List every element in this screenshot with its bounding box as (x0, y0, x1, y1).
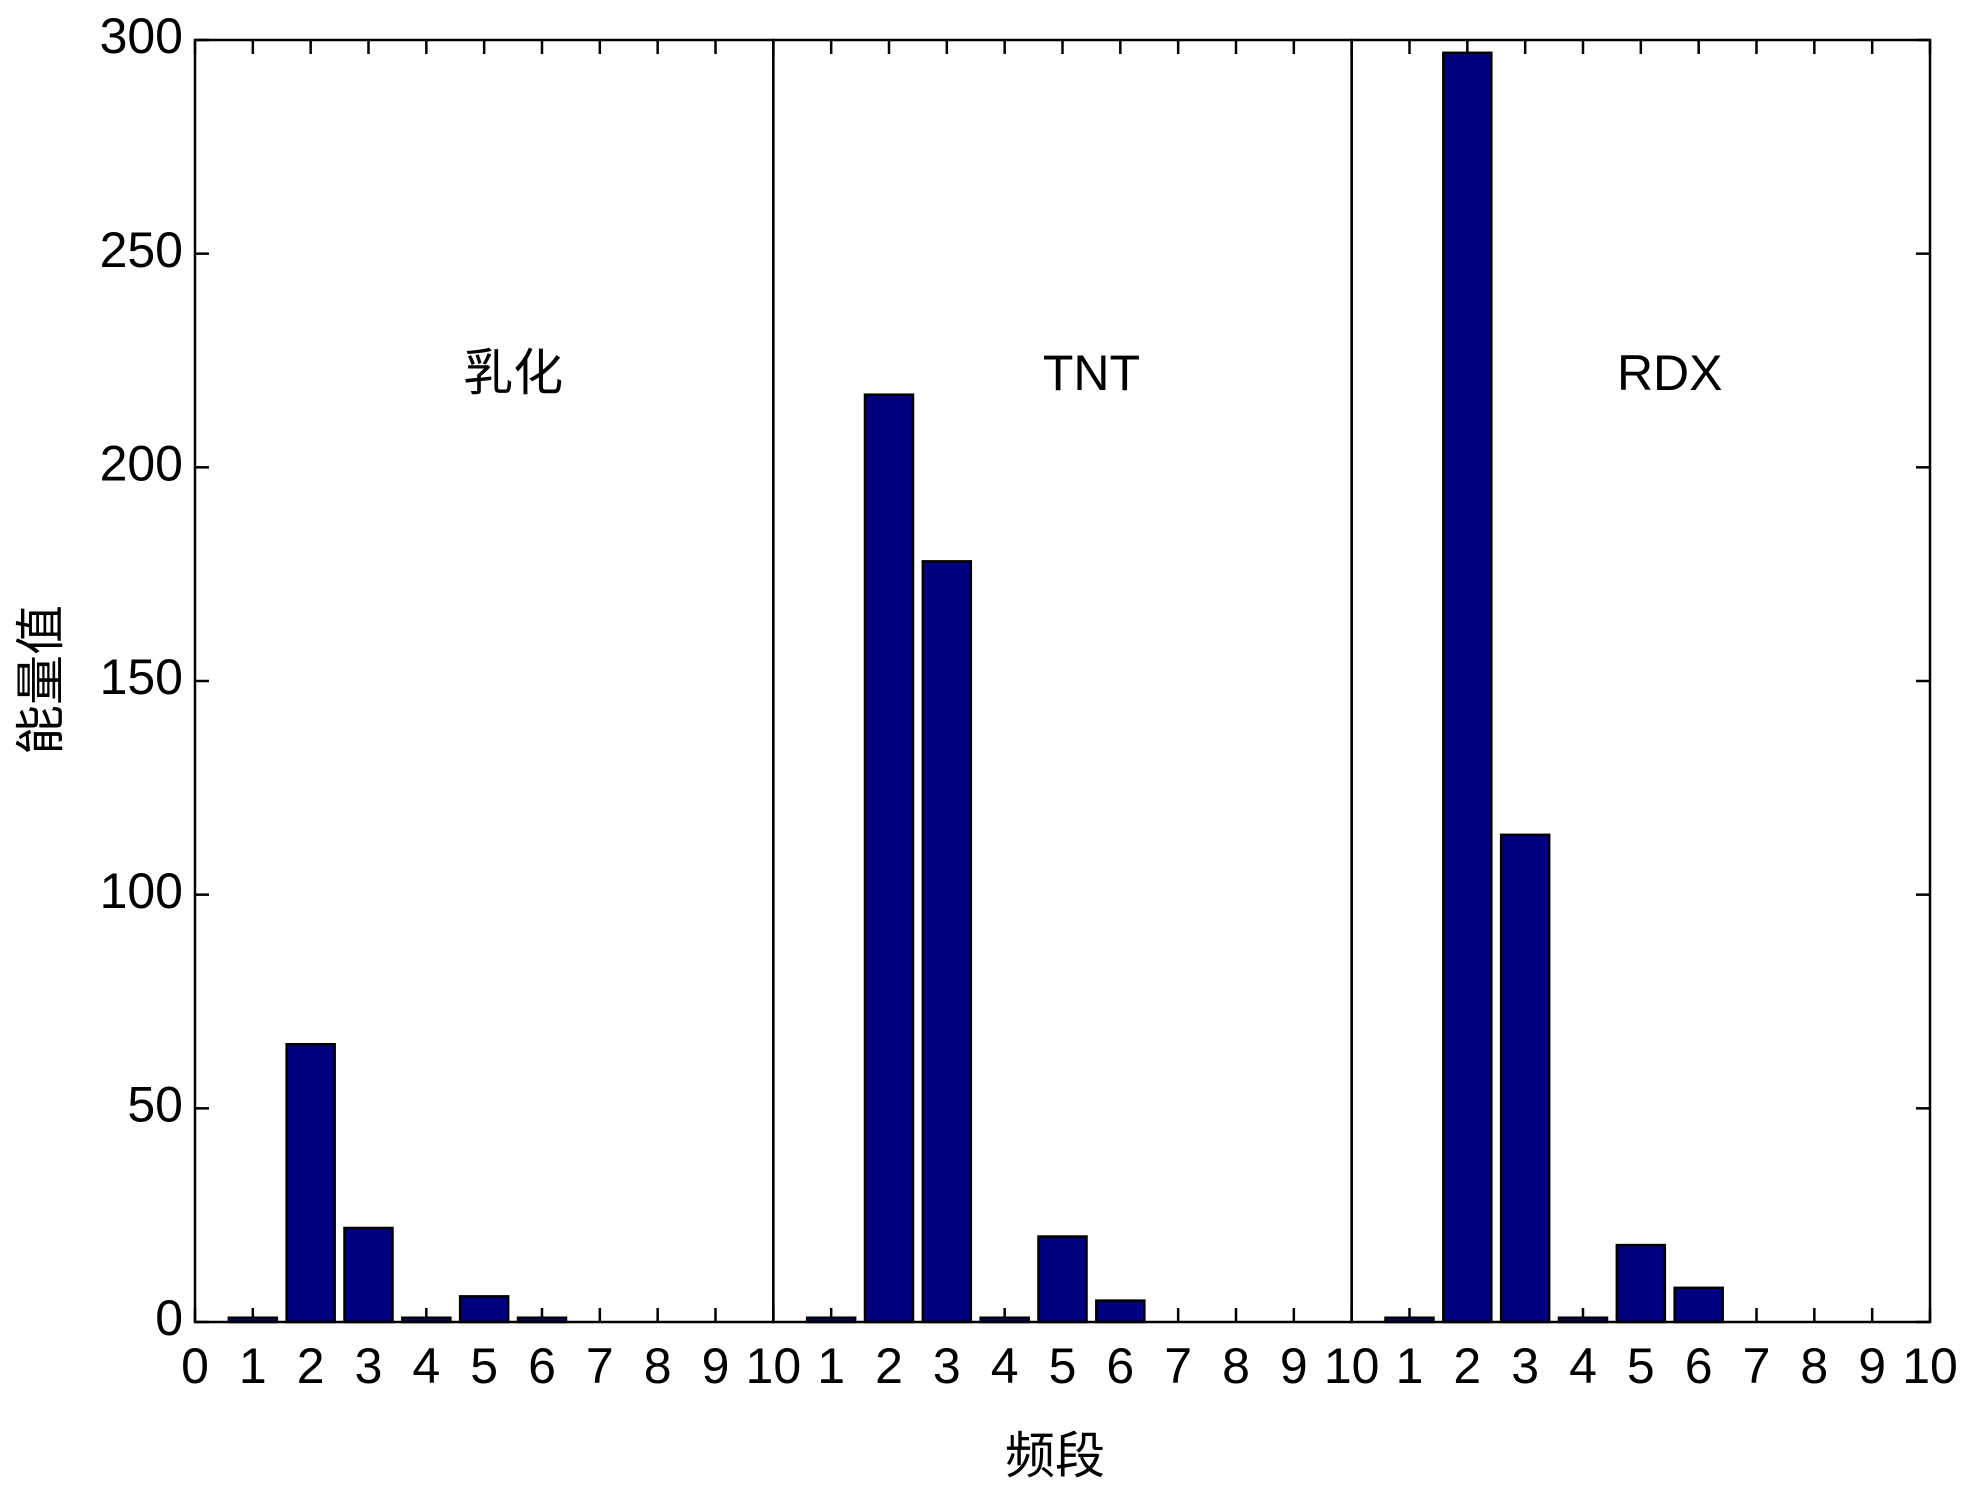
x-tick-label: 7 (1743, 1338, 1771, 1394)
x-tick-label: 9 (702, 1338, 730, 1394)
panel-frame (772, 38, 1353, 1324)
x-axis-label: 频段 (1005, 1428, 1105, 1484)
x-tick-label: 9 (1858, 1338, 1886, 1394)
x-tick-label: 8 (1222, 1338, 1250, 1394)
x-tick-label: 5 (1627, 1338, 1655, 1394)
bar (863, 393, 915, 1324)
x-tick-label: 0 (181, 1338, 209, 1394)
x-tick-label: 8 (1800, 1338, 1828, 1394)
y-tick-label: 50 (127, 1077, 183, 1133)
x-tick-label: 1 (1396, 1338, 1424, 1394)
y-tick-label: 100 (100, 863, 183, 919)
x-tick-label: 4 (1569, 1338, 1597, 1394)
x-tick-label: 8 (644, 1338, 672, 1394)
bar (1615, 1243, 1667, 1324)
bar (1037, 1235, 1088, 1324)
panel-label: RDX (1617, 345, 1723, 401)
panel-frame (193, 38, 775, 1324)
x-tick-label: 4 (991, 1338, 1019, 1394)
x-tick-label: 1 (817, 1338, 845, 1394)
x-tick-label: 2 (1453, 1338, 1481, 1394)
bar (1673, 1286, 1724, 1324)
x-tick-label: 2 (297, 1338, 325, 1394)
bar (1095, 1299, 1146, 1324)
bar (343, 1226, 394, 1324)
x-tick-label: 7 (586, 1338, 614, 1394)
x-tick-label: 9 (1280, 1338, 1308, 1394)
x-tick-label: 6 (528, 1338, 556, 1394)
x-tick-label: 3 (933, 1338, 961, 1394)
y-tick-label: 300 (100, 8, 183, 64)
y-tick-label: 150 (100, 649, 183, 705)
x-tick-label: 5 (1049, 1338, 1077, 1394)
bar (285, 1042, 336, 1324)
x-tick-label: 10 (1902, 1338, 1958, 1394)
bar (458, 1295, 510, 1324)
x-tick-label: 1 (239, 1338, 267, 1394)
x-tick-label: 10 (746, 1338, 802, 1394)
panel-frame (1350, 38, 1932, 1324)
y-tick-label: 0 (155, 1290, 183, 1346)
x-tick-label: 3 (1511, 1338, 1539, 1394)
x-tick-label: 7 (1164, 1338, 1192, 1394)
x-tick-label: 6 (1106, 1338, 1134, 1394)
x-tick-label: 10 (1324, 1338, 1380, 1394)
bar (921, 560, 973, 1324)
x-tick-label: 6 (1685, 1338, 1713, 1394)
x-tick-label: 2 (875, 1338, 903, 1394)
panel-label: TNT (1043, 345, 1140, 401)
bar (1499, 833, 1551, 1324)
x-tick-label: 5 (470, 1338, 498, 1394)
x-tick-label: 4 (412, 1338, 440, 1394)
x-tick-label: 3 (355, 1338, 383, 1394)
panel-label: 乳化 (463, 345, 563, 401)
y-tick-label: 200 (100, 436, 183, 492)
y-axis-label: 能量值 (13, 605, 69, 755)
bar (1442, 51, 1493, 1324)
y-tick-label: 250 (100, 222, 183, 278)
